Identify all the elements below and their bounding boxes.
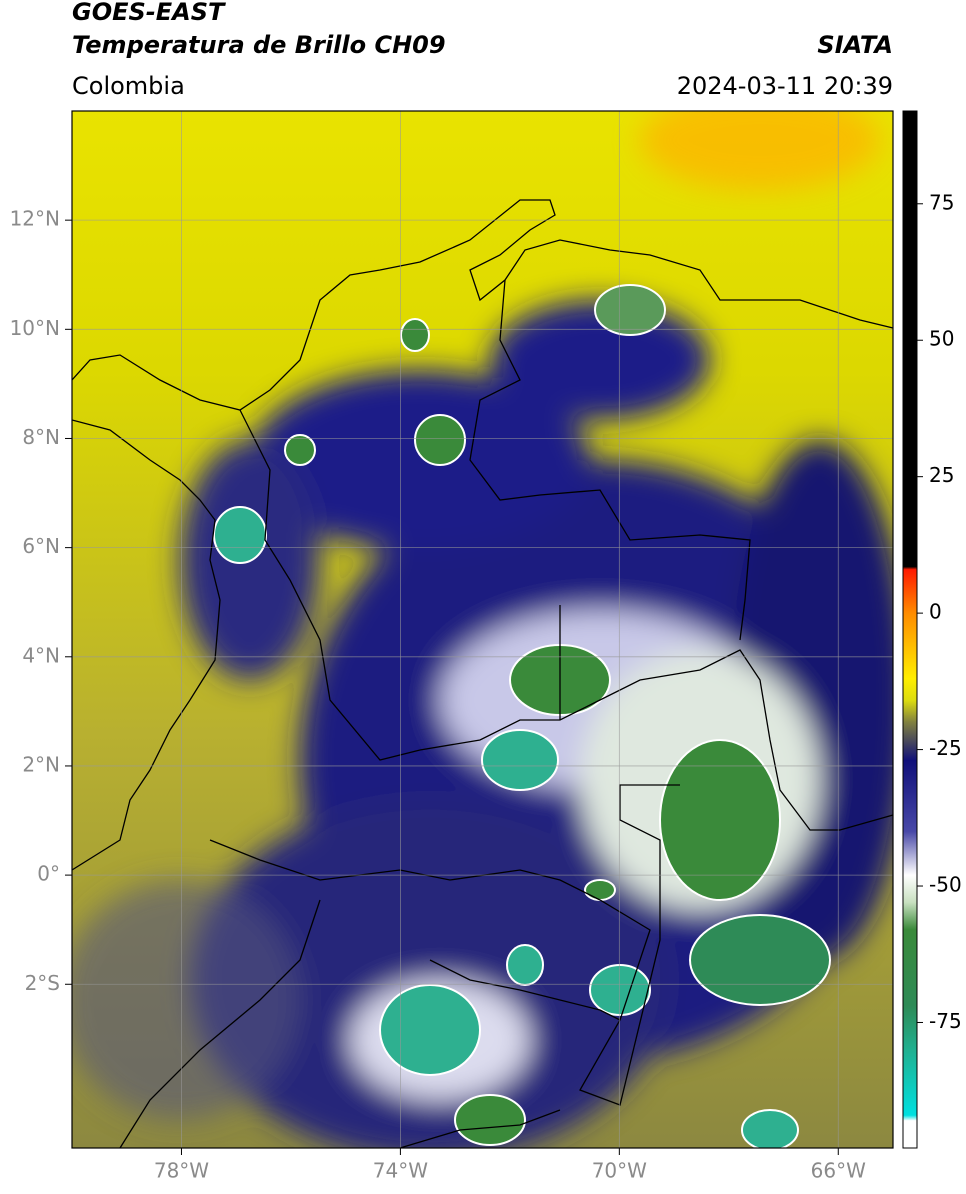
imagery [72,111,893,1148]
colorbar-tick-label: 0 [929,600,942,624]
subtitle: Temperatura de Brillo CH09 [72,31,446,59]
x-tick-label: 70°W [592,1159,647,1183]
region: Colombia [72,72,185,100]
map-frame [71,110,894,1149]
y-tick-label: 0° [37,862,60,886]
y-tick-label: 12°N [10,207,60,231]
title: GOES-EAST [72,0,226,26]
y-tick-label: 10°N [10,316,60,340]
colorbar-bar [902,110,918,1149]
colorbar-tick-label: -25 [929,736,962,760]
colorbar-tick-label: 75 [929,190,954,214]
colorbar-tick-label: 25 [929,463,954,487]
y-tick-label: 6°N [22,534,60,558]
colorbar-tick-label: -50 [929,873,962,897]
x-tick-label: 78°W [154,1159,209,1183]
y-tick-label: 2°S [25,971,60,995]
colorbar-tick-label: 50 [929,327,954,351]
colorbar-tick-label: -75 [929,1009,962,1033]
x-tick-label: 66°W [811,1159,866,1183]
y-tick-label: 2°N [22,752,60,776]
y-tick-label: 8°N [22,425,60,449]
source: SIATA [817,31,893,59]
datetime: 2024-03-11 20:39 [677,72,893,100]
grid [72,111,893,1148]
y-tick-label: 4°N [22,643,60,667]
x-tick-label: 74°W [373,1159,428,1183]
colorbar: 75 50 25 0 -25 -50 -75 [902,110,962,1149]
